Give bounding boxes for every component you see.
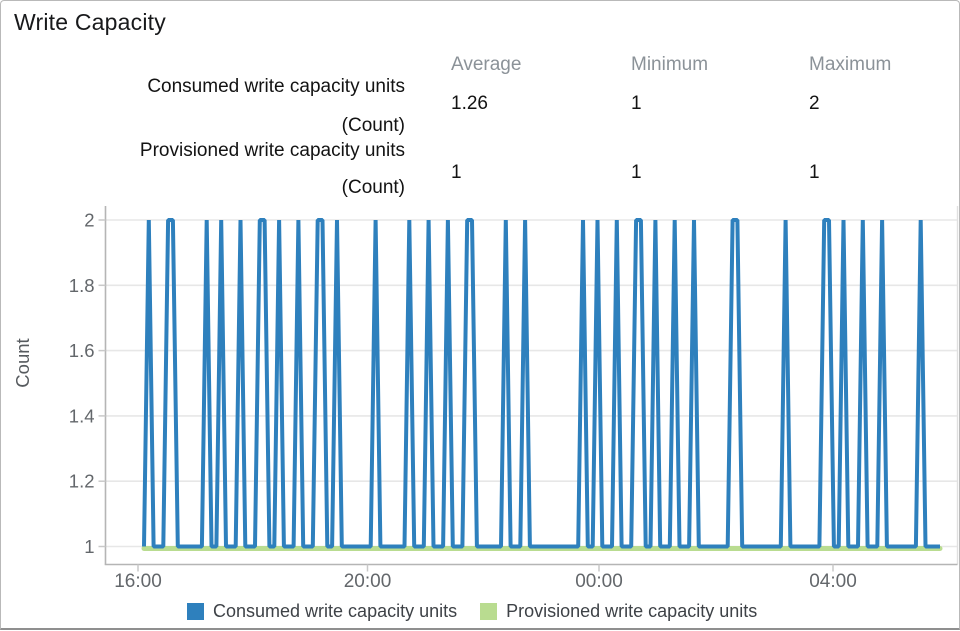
column-header-minimum: Minimum xyxy=(631,54,709,75)
y-tick-label: 1 xyxy=(84,536,94,557)
metric-label-provisioned: Provisioned write capacity units xyxy=(139,140,405,161)
y-tick-label: 2 xyxy=(84,210,94,231)
chart-legend: Consumed write capacity units Provisione… xyxy=(187,601,757,622)
x-tick-label: 00:00 xyxy=(575,571,623,592)
provisioned-series-swatch-icon xyxy=(480,603,498,620)
legend-item-consumed: Consumed write capacity units xyxy=(187,601,457,622)
provisioned-average-value: 1 xyxy=(451,162,462,183)
metric-label-provisioned-unit: (Count) xyxy=(341,177,405,198)
page-title: Write Capacity xyxy=(14,9,166,35)
column-header-average: Average xyxy=(451,54,522,75)
x-tick-label: 04:00 xyxy=(809,571,857,592)
provisioned-minimum-value: 1 xyxy=(631,162,642,183)
consumed-average-value: 1.26 xyxy=(451,93,488,114)
metric-label-consumed: Consumed write capacity units xyxy=(147,76,405,97)
consumed-series-line xyxy=(142,218,940,549)
y-tick-label: 1.2 xyxy=(69,471,95,492)
y-tick-label: 1.4 xyxy=(69,405,95,426)
y-tick-label: 1.8 xyxy=(69,275,95,296)
legend-label-provisioned: Provisioned write capacity units xyxy=(506,601,758,621)
legend-item-provisioned: Provisioned write capacity units xyxy=(480,601,757,622)
legend-label-consumed: Consumed write capacity units xyxy=(213,601,458,621)
axes xyxy=(98,206,959,572)
consumed-minimum-value: 1 xyxy=(631,93,642,114)
y-axis-tick-labels: 2 1.8 1.6 1.4 1.2 1 xyxy=(69,210,95,558)
x-tick-label: 16:00 xyxy=(114,571,162,592)
x-tick-label: 20:00 xyxy=(344,571,392,592)
y-axis-label: Count xyxy=(12,338,33,387)
y-tick-label: 1.6 xyxy=(69,340,95,361)
consumed-maximum-value: 2 xyxy=(809,93,820,114)
metric-label-consumed-unit: (Count) xyxy=(341,115,405,136)
x-axis-tick-labels: 16:00 20:00 00:00 04:00 xyxy=(114,571,857,592)
column-header-maximum: Maximum xyxy=(809,54,892,75)
consumed-series-swatch-icon xyxy=(187,603,204,620)
provisioned-maximum-value: 1 xyxy=(809,162,820,183)
